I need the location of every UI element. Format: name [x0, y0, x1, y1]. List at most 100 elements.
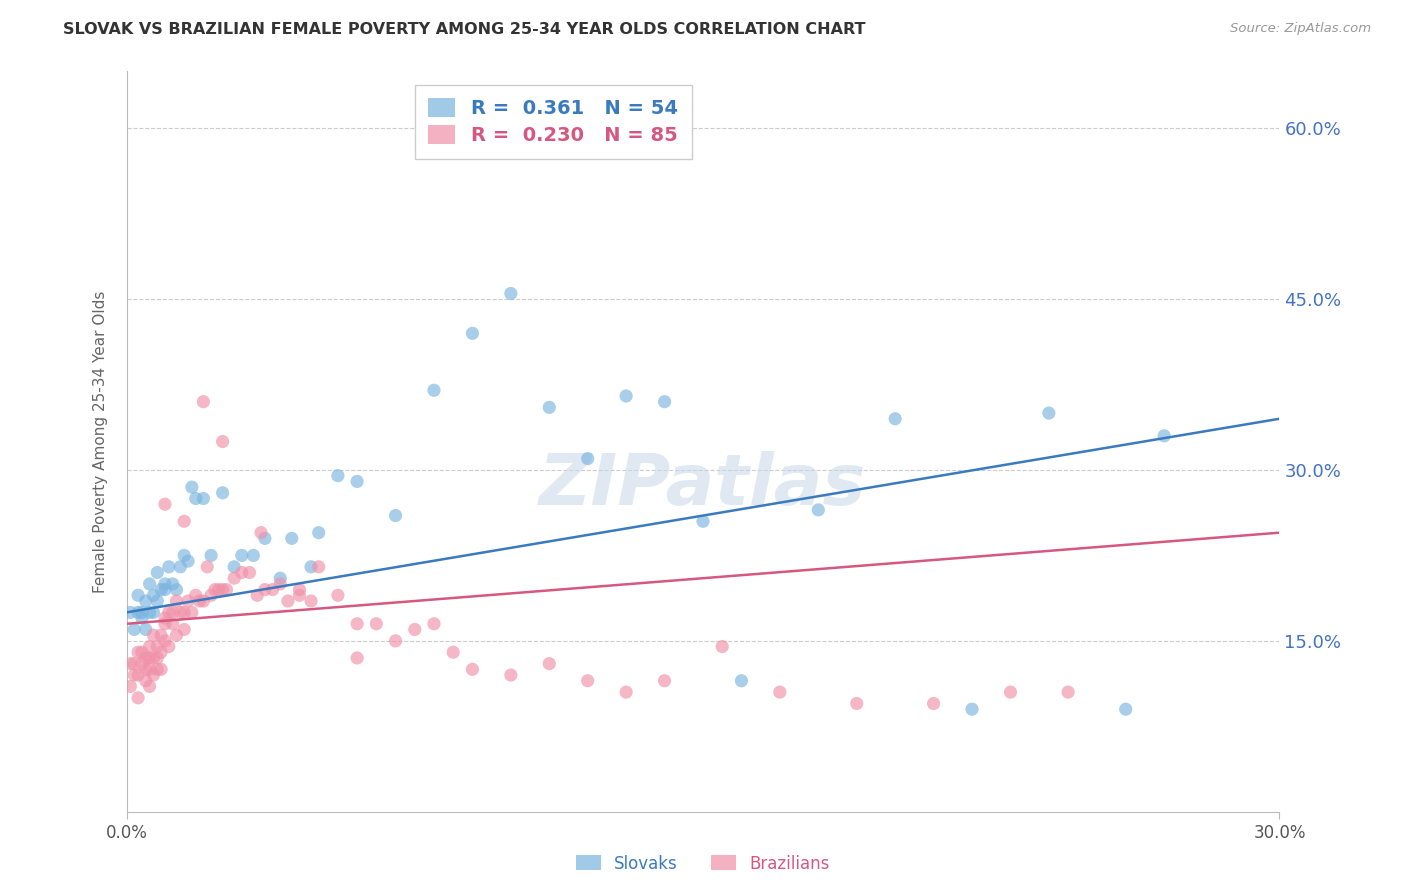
Point — [150, 628, 173, 642]
Point — [614, 685, 637, 699]
Point — [326, 588, 349, 602]
Point — [204, 582, 226, 597]
Point — [122, 657, 145, 671]
Point — [281, 532, 304, 546]
Point — [135, 594, 157, 608]
Point — [127, 588, 149, 602]
Point — [326, 468, 349, 483]
Point — [215, 582, 238, 597]
Point — [146, 566, 169, 580]
Point — [960, 702, 983, 716]
Point — [845, 697, 868, 711]
Point — [135, 662, 157, 676]
Point — [180, 606, 202, 620]
Point — [162, 606, 184, 620]
Point — [131, 611, 153, 625]
Point — [157, 559, 180, 574]
Point — [142, 588, 165, 602]
Point — [157, 606, 180, 620]
Point — [1000, 685, 1022, 699]
Point — [131, 657, 153, 671]
Point — [173, 623, 195, 637]
Point — [654, 394, 676, 409]
Point — [576, 451, 599, 466]
Point — [308, 525, 330, 540]
Point — [169, 559, 191, 574]
Point — [169, 606, 191, 620]
Point — [142, 628, 165, 642]
Point — [193, 394, 215, 409]
Text: SLOVAK VS BRAZILIAN FEMALE POVERTY AMONG 25-34 YEAR OLDS CORRELATION CHART: SLOVAK VS BRAZILIAN FEMALE POVERTY AMONG… — [63, 22, 866, 37]
Point — [423, 384, 446, 398]
Point — [538, 401, 561, 415]
Point — [238, 566, 260, 580]
Point — [146, 640, 169, 654]
Point — [441, 645, 464, 659]
Point — [654, 673, 676, 688]
Point — [195, 559, 218, 574]
Point — [308, 559, 330, 574]
Point — [1115, 702, 1137, 716]
Point — [346, 475, 368, 489]
Point — [173, 606, 195, 620]
Point — [177, 554, 200, 568]
Point — [120, 606, 142, 620]
Point — [180, 480, 202, 494]
Point — [242, 549, 264, 563]
Point — [142, 668, 165, 682]
Legend: Slovaks, Brazilians: Slovaks, Brazilians — [569, 848, 837, 880]
Point — [366, 616, 388, 631]
Point — [614, 389, 637, 403]
Point — [131, 645, 153, 659]
Point — [120, 680, 142, 694]
Point — [153, 497, 176, 511]
Point — [711, 640, 734, 654]
Point — [138, 651, 160, 665]
Point — [576, 673, 599, 688]
Point — [153, 616, 176, 631]
Point — [127, 668, 149, 682]
Point — [162, 616, 184, 631]
Point — [173, 514, 195, 528]
Point — [142, 606, 165, 620]
Point — [193, 491, 215, 506]
Point — [253, 582, 276, 597]
Point — [346, 616, 368, 631]
Point — [150, 645, 173, 659]
Y-axis label: Female Poverty Among 25-34 Year Olds: Female Poverty Among 25-34 Year Olds — [93, 291, 108, 592]
Text: ZIPatlas: ZIPatlas — [540, 451, 866, 520]
Point — [138, 662, 160, 676]
Point — [346, 651, 368, 665]
Point — [142, 651, 165, 665]
Point — [211, 485, 233, 500]
Point — [193, 594, 215, 608]
Point — [127, 690, 149, 705]
Point — [922, 697, 945, 711]
Point — [299, 559, 322, 574]
Point — [499, 668, 522, 682]
Point — [231, 566, 253, 580]
Point — [384, 633, 406, 648]
Point — [211, 434, 233, 449]
Point — [288, 588, 311, 602]
Point — [208, 582, 231, 597]
Point — [499, 286, 522, 301]
Point — [231, 549, 253, 563]
Point — [423, 616, 446, 631]
Point — [269, 571, 291, 585]
Point — [299, 594, 322, 608]
Point — [138, 577, 160, 591]
Point — [166, 594, 188, 608]
Point — [461, 326, 484, 341]
Point — [461, 662, 484, 676]
Point — [188, 594, 211, 608]
Point — [127, 645, 149, 659]
Point — [122, 668, 145, 682]
Point — [153, 577, 176, 591]
Point — [138, 680, 160, 694]
Point — [404, 623, 426, 637]
Point — [131, 606, 153, 620]
Point — [135, 673, 157, 688]
Text: Source: ZipAtlas.com: Source: ZipAtlas.com — [1230, 22, 1371, 36]
Point — [1038, 406, 1060, 420]
